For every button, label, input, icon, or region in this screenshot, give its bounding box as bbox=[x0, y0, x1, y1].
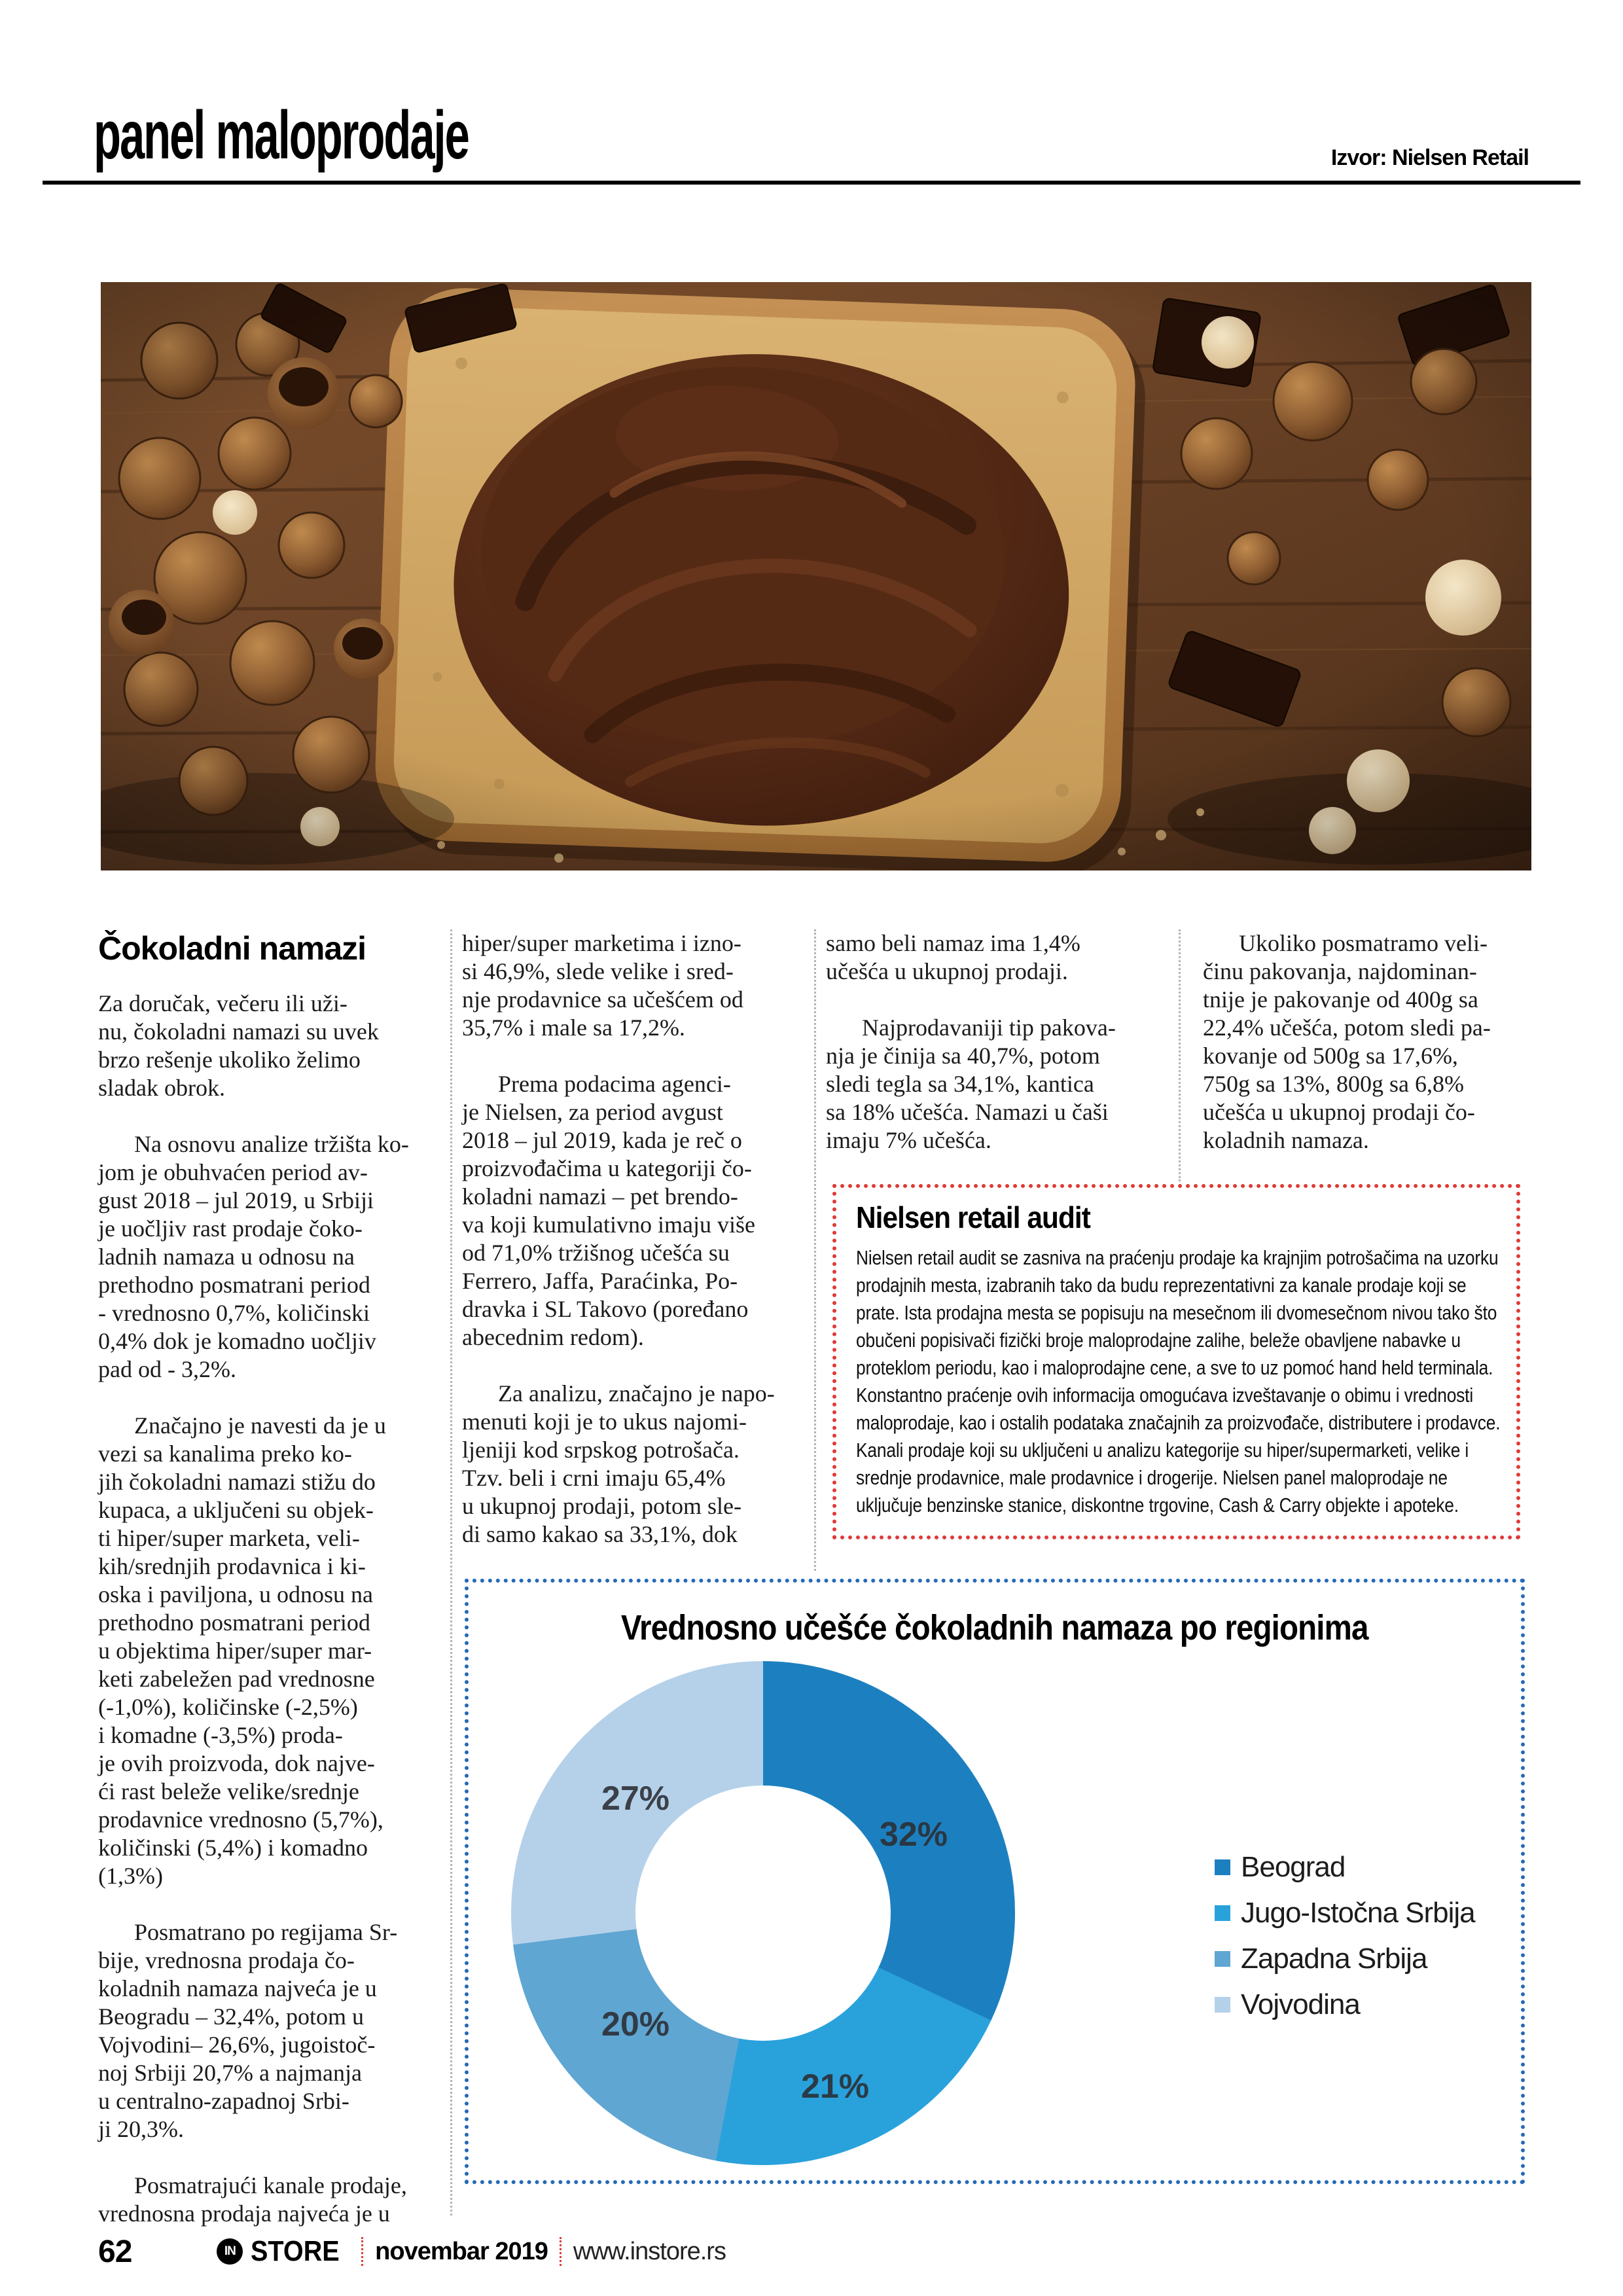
magazine-name: STORE bbox=[251, 2235, 340, 2267]
article-column-4: Ukoliko posmatramo veli- činu pakovanja,… bbox=[1203, 929, 1533, 1183]
paragraph: Na osnovu analize tržišta ko- jom je obu… bbox=[98, 1131, 409, 1382]
footer-separator bbox=[361, 2237, 364, 2266]
chart-legend: Beograd Jugo-Istočna Srbija Zapadna Srbi… bbox=[1215, 1844, 1476, 2028]
paragraph: Najprodavaniji tip pakova- nja je činija… bbox=[826, 1014, 1116, 1153]
paragraph: Za doručak, večeru ili uži- nu, čokoladn… bbox=[98, 990, 379, 1101]
slice-label-zapadna-srbija: 20% bbox=[601, 2005, 670, 2043]
article-column-1: Čokoladni namazi Za doručak, večeru ili … bbox=[98, 929, 452, 2256]
legend-item-zapadna-srbija: Zapadna Srbija bbox=[1215, 1936, 1475, 1982]
paragraph: hiper/super marketima i izno- si 46,9%, … bbox=[462, 930, 743, 1041]
slice-label-jugoistocna-srbija: 21% bbox=[800, 2068, 870, 2106]
article-column-3: samo beli namaz ima 1,4% učešća u ukupno… bbox=[826, 929, 1179, 1183]
section-masthead: panel maloprodaje bbox=[94, 97, 662, 175]
chart-box: Vrednosno učešće čokoladnih namaza po re… bbox=[465, 1579, 1525, 2184]
source-credit: Izvor: Nielsen Retail bbox=[1330, 145, 1529, 170]
info-box-body: Nielsen retail audit se zasniva na praće… bbox=[856, 1246, 1501, 1516]
slice-label-beograd: 32% bbox=[879, 1816, 948, 1854]
article-heading: Čokoladni namazi bbox=[98, 930, 366, 967]
page-number: 62 bbox=[98, 2234, 132, 2269]
page-footer: 62 IN STORE novembar 2019 www.instore.rs bbox=[98, 2231, 726, 2272]
paragraph: Za analizu, značajno je napo- menuti koj… bbox=[462, 1380, 775, 1547]
legend-swatch bbox=[1215, 1997, 1230, 2013]
article-photo bbox=[101, 282, 1531, 870]
chart-title: Vrednosno učešće čokoladnih namaza po re… bbox=[621, 1608, 1369, 1647]
paragraph: samo beli namaz ima 1,4% učešća u ukupno… bbox=[826, 930, 1080, 984]
paragraph: Značajno je navesti da je u vezi sa kana… bbox=[98, 1412, 386, 1889]
chart-title-wrap: Vrednosno učešće čokoladnih namaza po re… bbox=[469, 1607, 1521, 1648]
column-separator bbox=[814, 929, 816, 1571]
page-title: panel maloprodaje bbox=[94, 98, 470, 173]
paragraph: Posmatrajući kanale prodaje, vrednosna p… bbox=[98, 2172, 407, 2227]
photo-illustration bbox=[101, 282, 1531, 870]
donut-hole bbox=[635, 1785, 891, 2041]
slice-label-vojvodina: 27% bbox=[601, 1780, 670, 1818]
header-rule bbox=[43, 181, 1580, 185]
info-box-heading: Nielsen retail audit bbox=[856, 1200, 1091, 1234]
legend-swatch bbox=[1215, 1905, 1230, 1921]
column-separator bbox=[450, 929, 452, 2215]
nielsen-info-box: Nielsen retail audit Nielsen retail audi… bbox=[832, 1184, 1520, 1539]
legend-item-jugoistocna-srbija: Jugo-Istočna Srbija bbox=[1215, 1890, 1476, 1936]
paragraph: Ukoliko posmatramo veli- činu pakovanja,… bbox=[1203, 930, 1491, 1153]
legend-swatch bbox=[1215, 1951, 1230, 1967]
instore-logo-icon: IN bbox=[217, 2238, 243, 2265]
legend-item-beograd: Beograd bbox=[1215, 1844, 1475, 1890]
issue-date: novembar 2019 bbox=[375, 2237, 548, 2265]
footer-separator bbox=[559, 2237, 562, 2266]
paragraph: Prema podacima agenci- je Nielsen, za pe… bbox=[462, 1071, 755, 1350]
paragraph: Posmatrano po regijama Sr- bije, vrednos… bbox=[98, 1919, 398, 2142]
column-separator bbox=[1179, 929, 1181, 1181]
legend-item-vojvodina: Vojvodina bbox=[1215, 1982, 1475, 2028]
website-url: www.instore.rs bbox=[573, 2237, 726, 2265]
legend-swatch bbox=[1215, 1859, 1230, 1875]
article-column-2: hiper/super marketima i izno- si 46,9%, … bbox=[462, 929, 815, 1577]
